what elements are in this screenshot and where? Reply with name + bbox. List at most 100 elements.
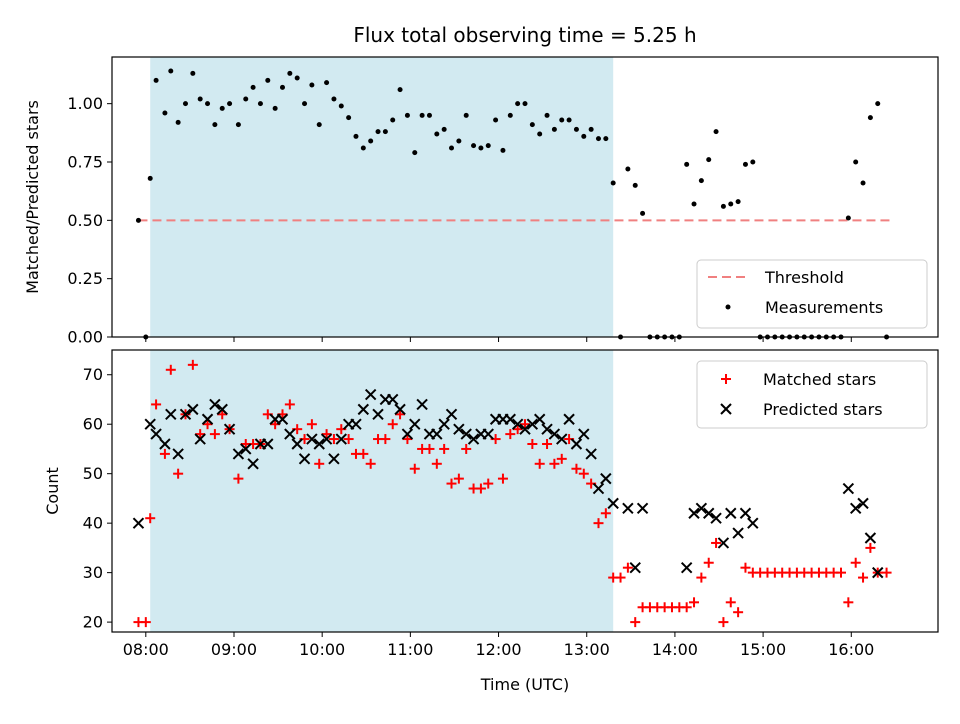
predicted-marker-b — [519, 423, 531, 435]
legend-predicted-marker — [720, 403, 732, 415]
matched-star-marker — [314, 458, 325, 469]
measurement-point — [463, 112, 469, 118]
predicted-marker-b — [533, 413, 546, 425]
predicted-star-marker — [179, 408, 192, 421]
predicted-star-marker — [747, 517, 759, 529]
matched-star-marker — [689, 597, 700, 608]
measurement-point — [610, 180, 616, 186]
predicted-marker-b — [223, 423, 236, 435]
x-tick-label: 11:00 — [387, 640, 433, 659]
predicted-marker-b — [313, 438, 325, 450]
measurement-point — [720, 203, 726, 209]
predicted-marker-b — [262, 438, 274, 450]
measurement-point — [360, 145, 366, 151]
measurement-point — [441, 126, 447, 132]
measurement-point — [698, 178, 704, 184]
measurement-point — [537, 131, 543, 137]
matched-star-marker — [402, 434, 413, 445]
measurement-point — [507, 112, 513, 118]
measurement-point — [684, 161, 690, 167]
predicted-star-marker — [857, 497, 869, 510]
legend-matched-marker — [721, 374, 731, 384]
predicted-marker-b — [541, 423, 553, 435]
predicted-marker-b — [431, 428, 443, 440]
matched-star-marker — [358, 448, 369, 459]
predicted-star-marker — [276, 413, 289, 425]
measurement-point — [529, 122, 535, 128]
predicted-star-marker — [209, 398, 221, 411]
matched-star-marker — [835, 567, 846, 578]
measurement-point — [309, 82, 315, 88]
matched-star-marker — [600, 508, 611, 519]
measurement-point — [197, 96, 203, 102]
predicted-marker-b — [240, 443, 252, 455]
measurement-point — [522, 101, 528, 107]
predicted-marker-b — [460, 428, 472, 440]
x-tick-label: 09:00 — [211, 640, 257, 659]
top-y-tick-label: 0.50 — [67, 211, 103, 230]
matched-star-marker — [615, 572, 626, 583]
matched-star-marker — [571, 463, 582, 474]
predicted-star-marker — [150, 428, 162, 440]
predicted-marker-b — [703, 507, 715, 519]
legend-predicted-label: Predicted stars — [763, 400, 883, 419]
predicted-star-marker — [416, 398, 428, 411]
measurement-point — [168, 68, 174, 74]
predicted-marker-b — [570, 438, 583, 450]
bottom-shaded-interval — [150, 350, 614, 632]
measurement-point — [368, 138, 374, 144]
matched-star-marker — [328, 434, 339, 445]
measurement-point — [147, 175, 153, 181]
matched-star-marker — [424, 443, 435, 454]
matched-star-marker — [549, 458, 560, 469]
matched-star-marker — [233, 473, 244, 484]
predicted-marker-b — [739, 507, 752, 519]
matched-star-marker — [850, 557, 861, 568]
predicted-star-marker — [725, 507, 737, 519]
measurement-point — [625, 166, 631, 172]
measurement-point — [750, 159, 756, 165]
top-x-ticks — [145, 337, 852, 342]
predicted-star-marker — [298, 453, 311, 465]
predicted-marker-b — [842, 482, 855, 495]
matched-star-marker — [512, 424, 523, 435]
matched-star-marker — [453, 473, 464, 484]
matched-star-marker — [165, 364, 176, 375]
predicted-star-marker — [629, 561, 641, 574]
predicted-marker-b — [732, 527, 744, 539]
predicted-marker-b — [409, 418, 421, 430]
x-tick-label: 15:00 — [740, 640, 786, 659]
bottom-y-tick-label: 60 — [83, 415, 103, 434]
measurement-point — [331, 96, 337, 102]
predicted-star-marker — [570, 438, 583, 450]
predicted-star-marker — [864, 532, 877, 544]
matched-star-marker — [527, 439, 538, 449]
predicted-marker-b — [438, 418, 450, 430]
predicted-star-marker — [387, 393, 399, 406]
predicted-star-marker — [372, 408, 384, 421]
predicted-star-marker — [563, 413, 575, 425]
matched-star-marker — [202, 419, 213, 430]
predicted-star-marker — [556, 433, 568, 445]
matched-star-marker — [858, 572, 869, 583]
matched-star-marker — [461, 443, 472, 454]
measurement-point — [257, 101, 263, 107]
matched-star-marker — [483, 478, 494, 489]
top-legend-box — [696, 259, 928, 329]
predicted-marker-b — [504, 413, 517, 425]
predicted-star-marker — [511, 418, 524, 430]
predicted-marker-b — [725, 507, 737, 519]
measurement-point — [294, 75, 300, 81]
predicted-star-marker — [223, 423, 236, 435]
measurement-point — [182, 101, 188, 107]
measurement-point — [544, 112, 550, 118]
predicted-star-marker — [328, 453, 340, 465]
matched-star-marker — [217, 409, 228, 420]
predicted-star-marker — [306, 433, 318, 445]
predicted-marker-b — [511, 418, 524, 430]
predicted-marker-b — [394, 403, 406, 416]
matched-star-marker — [151, 399, 162, 410]
predicted-marker-b — [467, 433, 480, 445]
predicted-marker-b — [548, 428, 561, 440]
